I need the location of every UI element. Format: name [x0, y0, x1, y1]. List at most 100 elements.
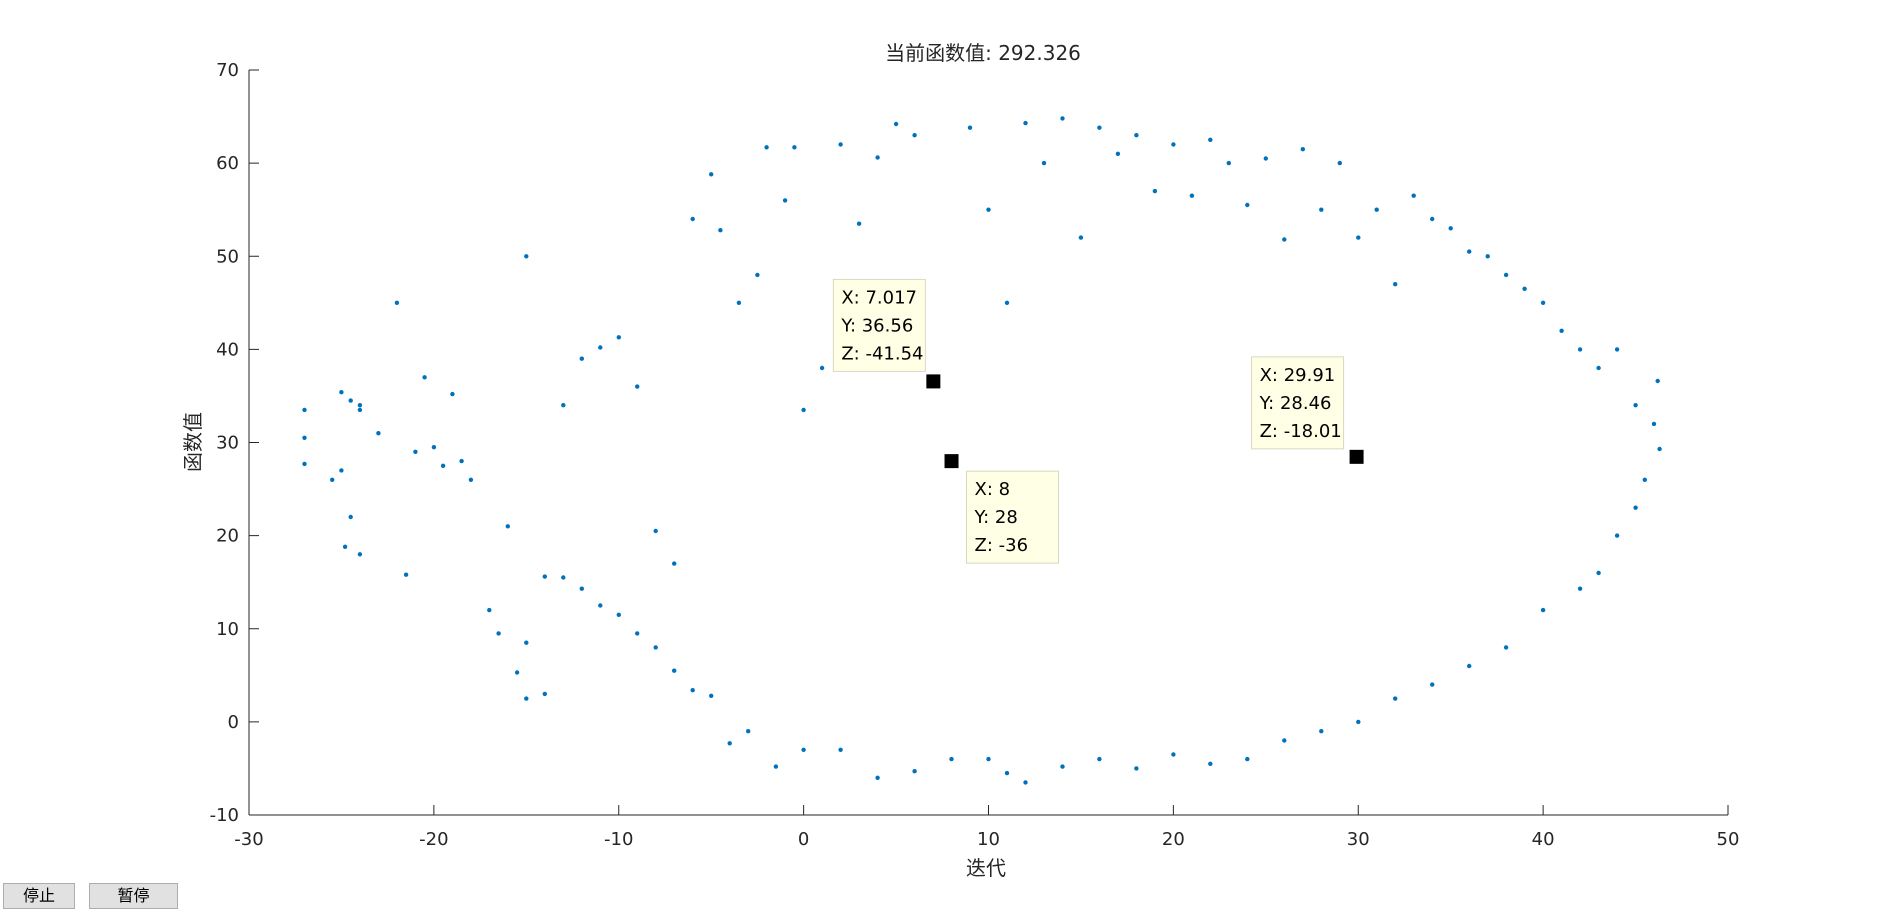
y-tick-label: -10	[210, 805, 239, 826]
data-point	[598, 345, 603, 350]
data-point	[764, 145, 769, 150]
data-point	[524, 254, 529, 259]
datatip-box	[1251, 356, 1345, 450]
data-point	[376, 431, 381, 436]
data-point	[1078, 235, 1084, 240]
data-point	[1171, 142, 1176, 147]
x-tick-label: -20	[419, 829, 448, 850]
pause-button[interactable]: 暂停	[89, 883, 178, 909]
data-point	[487, 607, 492, 613]
data-point	[524, 640, 529, 645]
data-point	[561, 403, 566, 408]
data-point	[616, 335, 621, 340]
data-point	[542, 691, 547, 697]
data-point	[653, 528, 658, 534]
y-tick-label: 40	[216, 339, 239, 360]
data-point	[1596, 365, 1601, 371]
datatip-line: Z: -36	[975, 535, 1029, 556]
data-point	[1282, 738, 1287, 743]
datatip-marker[interactable]	[1349, 449, 1364, 464]
data-point	[1655, 378, 1660, 384]
data-point	[514, 670, 520, 675]
data-point	[893, 121, 899, 127]
data-point	[1356, 719, 1361, 725]
data-point	[342, 544, 348, 549]
data-point	[1559, 328, 1564, 333]
data-point	[561, 575, 566, 580]
datatip-marker[interactable]	[944, 454, 959, 469]
data-point	[1485, 254, 1490, 259]
x-tick-label: -30	[234, 829, 263, 850]
data-point	[912, 769, 917, 774]
data-point	[468, 477, 474, 482]
data-point	[1226, 160, 1232, 166]
data-point	[856, 221, 862, 226]
data-point	[357, 407, 363, 413]
data-point	[653, 645, 658, 650]
data-point	[524, 696, 529, 701]
data-point	[838, 142, 843, 147]
datatip[interactable]: X: 7.017 Y: 36.56 Z: -41.54	[832, 278, 941, 389]
stop-button[interactable]: 停止	[3, 883, 75, 909]
data-point	[1393, 696, 1398, 701]
data-point	[496, 631, 501, 636]
datatip-layer: X: 7.017 Y: 36.56 Z: -41.54 X: 8 Y: 28 Z: -36…	[832, 278, 1364, 564]
data-point	[986, 207, 991, 212]
scatter-points	[302, 116, 1662, 785]
x-tick-label: 40	[1532, 829, 1555, 850]
data-point	[1004, 770, 1010, 776]
data-point	[1596, 570, 1601, 576]
datatip-marker[interactable]	[926, 374, 941, 389]
data-point	[1245, 756, 1250, 762]
data-point	[1319, 207, 1324, 212]
data-point	[1004, 300, 1010, 305]
data-point	[1208, 761, 1213, 766]
data-point	[672, 561, 677, 566]
datatip-line: Y: 36.56	[840, 315, 913, 336]
data-point	[1134, 766, 1139, 771]
data-point	[1393, 282, 1398, 287]
datatip-line: Z: -41.54	[841, 343, 923, 364]
datatip[interactable]: X: 8 Y: 28 Z: -36	[944, 454, 1060, 564]
data-point	[1097, 125, 1102, 130]
data-point	[1189, 193, 1195, 198]
data-point	[616, 612, 621, 617]
data-point	[1060, 116, 1065, 121]
data-point	[1023, 120, 1028, 126]
data-point	[1633, 505, 1638, 510]
data-point	[1633, 403, 1638, 408]
data-point	[1522, 286, 1527, 291]
data-point	[1171, 752, 1176, 757]
data-point	[1208, 137, 1213, 142]
data-point	[339, 468, 344, 473]
data-point	[672, 668, 677, 673]
data-point	[875, 775, 880, 780]
chart-title: 当前函数值: 292.326	[885, 41, 1081, 65]
data-point	[302, 461, 307, 467]
x-tick-label: 20	[1162, 829, 1185, 850]
data-point	[1657, 446, 1662, 452]
data-point	[690, 688, 695, 693]
data-point	[1577, 347, 1583, 352]
datatip[interactable]: X: 29.91 Y: 28.46 Z: -18.01	[1251, 356, 1364, 464]
datatip-line: X: 7.017	[841, 287, 917, 308]
data-point	[1245, 202, 1250, 208]
datatip-line: X: 29.91	[1260, 365, 1336, 386]
data-point	[357, 403, 363, 408]
data-point	[1041, 160, 1047, 166]
y-tick-label: 10	[216, 619, 239, 640]
data-point	[1540, 607, 1546, 613]
y-tick-label: 30	[216, 433, 239, 454]
data-point	[1614, 533, 1620, 538]
data-point	[635, 384, 640, 389]
y-tick-label: 60	[216, 153, 239, 174]
data-point	[302, 435, 307, 440]
data-point	[598, 603, 603, 608]
data-point	[579, 356, 584, 361]
datatip-line: X: 8	[975, 479, 1011, 500]
data-point	[1540, 300, 1546, 305]
data-point	[403, 572, 409, 577]
data-point	[801, 747, 806, 752]
data-point	[709, 693, 714, 698]
